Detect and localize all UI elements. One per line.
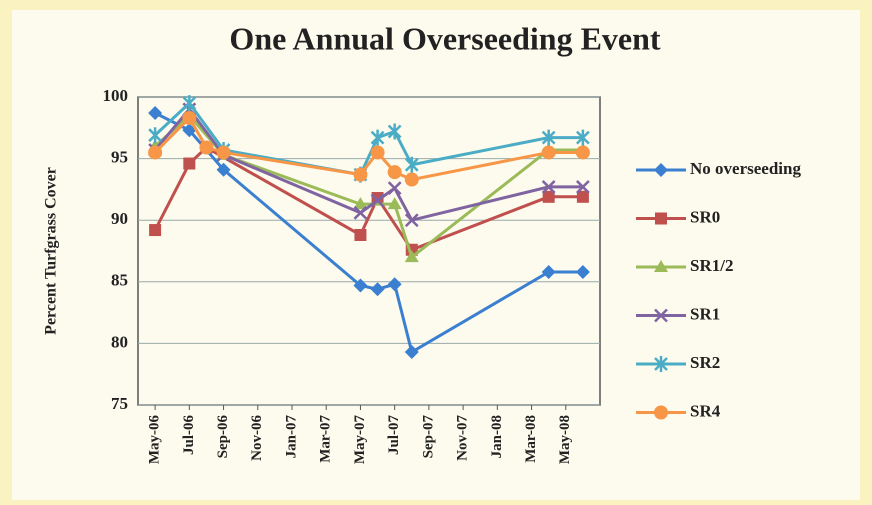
marker	[183, 157, 196, 170]
y-tick-label: 90	[111, 209, 128, 228]
marker	[148, 127, 162, 144]
marker	[576, 180, 590, 194]
marker	[576, 129, 590, 146]
marker	[387, 277, 402, 292]
y-tick-label: 95	[111, 148, 128, 167]
y-tick-label: 80	[111, 332, 128, 351]
legend-label: SR1	[690, 304, 720, 323]
marker	[404, 172, 419, 187]
marker	[541, 180, 556, 194]
marker	[387, 181, 402, 196]
legend-label: No overseeding	[690, 159, 801, 178]
marker	[182, 110, 197, 125]
x-tick-label: Mar-07	[318, 415, 334, 463]
marker	[404, 156, 419, 173]
series-line	[154, 113, 583, 260]
marker	[370, 145, 385, 160]
marker	[541, 145, 556, 160]
y-tick-label: 100	[103, 86, 129, 105]
marker	[370, 129, 385, 146]
marker	[148, 106, 163, 121]
x-tick-label: May-07	[352, 415, 368, 465]
x-tick-label: Jul-06	[181, 415, 197, 456]
marker	[216, 162, 231, 177]
marker	[182, 95, 197, 112]
x-tick-label: May-06	[147, 415, 163, 465]
legend-label: SR4	[690, 401, 721, 420]
marker	[542, 190, 555, 203]
legend-marker	[654, 356, 668, 372]
legend-marker	[655, 212, 667, 225]
marker	[541, 129, 556, 146]
marker	[354, 228, 367, 241]
marker	[575, 264, 590, 279]
x-tick-label: Nov-06	[249, 415, 265, 461]
chart-title: One Annual Overseeding Event	[229, 20, 661, 56]
x-tick-label: Jan-07	[283, 415, 299, 459]
marker	[404, 213, 419, 228]
marker	[387, 123, 402, 140]
legend-label: SR0	[690, 207, 720, 226]
x-tick-label: Mar-08	[523, 415, 539, 463]
y-axis-label: Percent Turfgrass Cover	[43, 167, 60, 335]
marker	[216, 145, 231, 160]
legend-marker	[654, 405, 668, 420]
marker	[148, 145, 163, 160]
y-tick-label: 85	[111, 271, 128, 290]
x-tick-label: Sep-06	[215, 415, 231, 459]
legend-marker	[654, 260, 668, 272]
marker	[404, 250, 419, 263]
marker	[353, 278, 368, 293]
marker	[199, 140, 214, 155]
legend-marker	[654, 163, 668, 177]
marker	[149, 224, 162, 237]
marker	[353, 197, 368, 210]
marker	[575, 145, 590, 160]
marker	[541, 264, 556, 279]
marker	[576, 190, 589, 203]
marker	[353, 167, 368, 182]
marker	[353, 205, 368, 220]
x-tick-label: Sep-07	[420, 415, 436, 459]
plot-area	[137, 96, 601, 406]
x-tick-label: May-08	[557, 415, 573, 464]
marker	[404, 345, 419, 360]
marker	[387, 197, 402, 210]
x-tick-label: Jul-07	[386, 415, 402, 456]
y-tick-label: 75	[111, 394, 128, 413]
marker	[387, 165, 402, 180]
legend-label: SR1/2	[690, 256, 733, 275]
marker	[182, 123, 197, 138]
x-tick-label: Nov-07	[455, 415, 471, 461]
x-tick-label: Jan-08	[489, 415, 505, 458]
legend-marker	[654, 308, 668, 323]
marker	[370, 282, 385, 297]
series-line	[154, 115, 583, 182]
marker	[370, 193, 385, 208]
legend-label: SR2	[690, 353, 720, 372]
